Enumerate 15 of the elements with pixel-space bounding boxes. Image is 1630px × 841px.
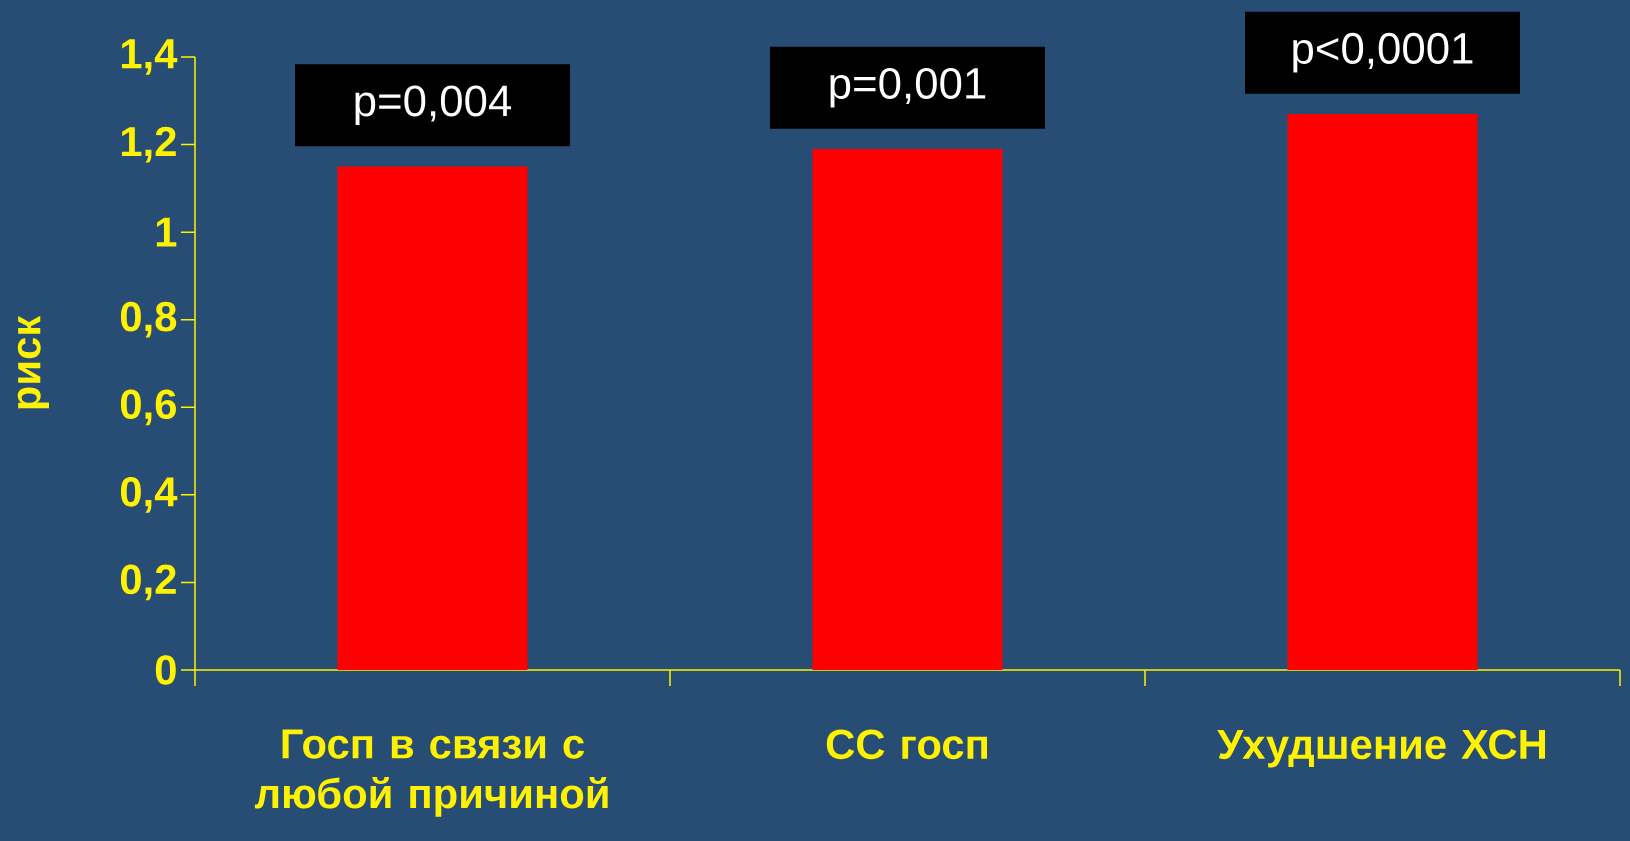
y-axis-title: риск	[17, 315, 49, 409]
x-tick-label: СС госп	[826, 729, 987, 760]
y-tick-label: 1,2	[121, 126, 176, 163]
x-tick-label: Ухудшение ХСН	[1217, 729, 1545, 768]
y-tick-label: 0,6	[120, 389, 176, 426]
x-tick-label: Госп в связи с любой причиной	[254, 729, 608, 817]
y-tick-label: 1	[156, 217, 177, 247]
y-tick-label: 0,4	[120, 477, 178, 513]
y-tick-label: 1,4	[121, 39, 178, 75]
annotation: p=0,001	[830, 67, 986, 108]
y-tick-label: 0,2	[120, 564, 176, 601]
annotation: p<0,0001	[1293, 32, 1473, 73]
y-tick-label: 0,8	[120, 301, 177, 338]
y-tick-label: 0	[155, 655, 176, 685]
annotation: p=0,004	[355, 85, 512, 126]
